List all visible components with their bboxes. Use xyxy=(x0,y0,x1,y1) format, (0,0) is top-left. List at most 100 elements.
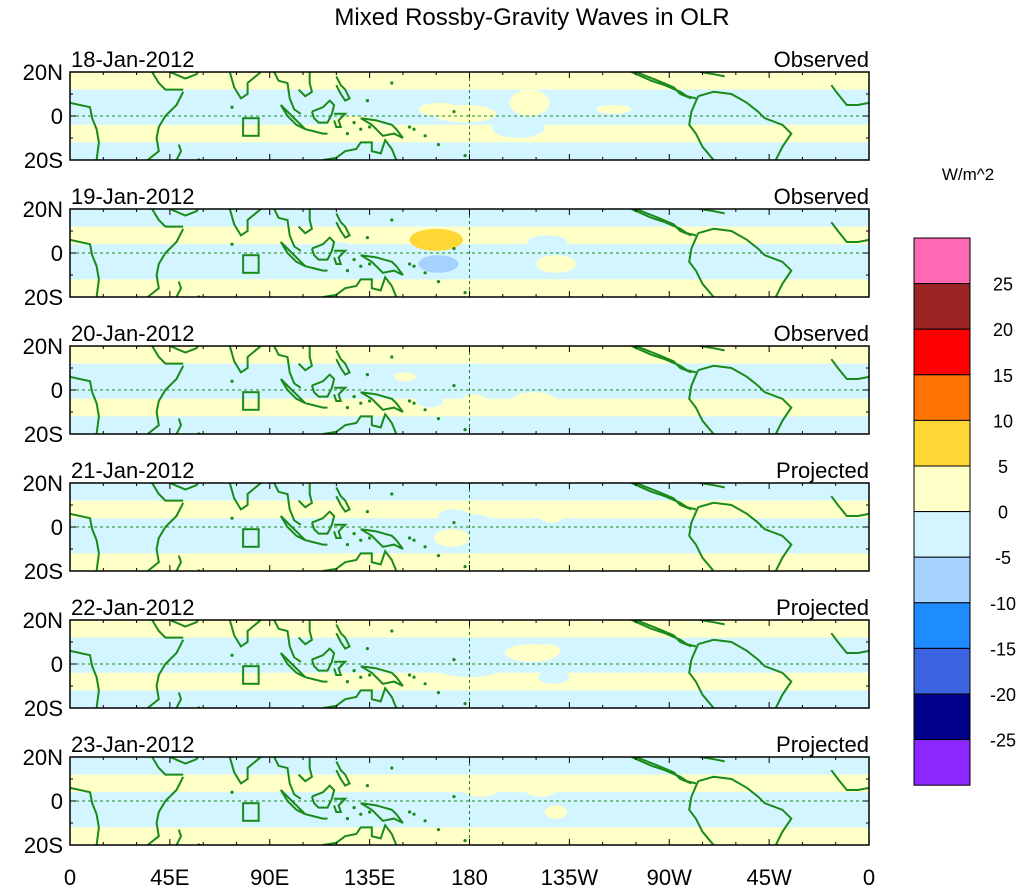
island xyxy=(352,806,356,810)
island xyxy=(368,125,372,129)
coastline xyxy=(697,501,793,571)
colorbar-tick-label: -15 xyxy=(990,639,1016,659)
coastline xyxy=(830,632,869,654)
coastline xyxy=(169,483,200,491)
island xyxy=(436,828,441,832)
lat-label: 0 xyxy=(51,652,63,677)
coastline xyxy=(322,412,398,434)
lat-label: 20S xyxy=(24,422,63,447)
anomaly-contour xyxy=(536,255,577,273)
coastline xyxy=(697,346,725,352)
coastline xyxy=(280,789,307,815)
coastline xyxy=(297,620,314,646)
coastline xyxy=(280,378,307,404)
colorbar-tick-label: 15 xyxy=(993,366,1013,386)
island xyxy=(463,428,467,432)
island xyxy=(345,132,350,136)
anomaly-contour xyxy=(533,644,561,658)
lat-label: 0 xyxy=(51,241,63,266)
island xyxy=(345,269,350,273)
island xyxy=(368,536,372,540)
island xyxy=(463,702,467,706)
island xyxy=(368,262,372,266)
coastline xyxy=(305,402,328,409)
island xyxy=(368,810,372,814)
coastline xyxy=(697,775,793,845)
lon-label: 0 xyxy=(863,865,875,890)
colorbar-tick-label: -5 xyxy=(995,548,1011,568)
island xyxy=(390,629,394,633)
coastline xyxy=(151,209,184,228)
coastline xyxy=(635,209,692,237)
panel-date: 23-Jan-2012 xyxy=(71,732,195,757)
island xyxy=(452,795,456,799)
colorbar-tick-label: 25 xyxy=(993,275,1013,295)
island xyxy=(345,406,350,410)
island xyxy=(452,521,456,525)
coastline xyxy=(305,128,328,135)
anomaly-contour xyxy=(544,805,568,819)
coastline xyxy=(697,364,793,434)
lat-label: 20N xyxy=(23,60,63,85)
coastline xyxy=(322,549,398,571)
coastline xyxy=(360,665,404,687)
coastline xyxy=(297,757,314,783)
lat-label: 0 xyxy=(51,378,63,403)
coastline xyxy=(151,620,184,639)
island xyxy=(390,355,394,359)
coastline xyxy=(333,797,348,813)
coastline xyxy=(360,391,404,413)
island xyxy=(412,401,416,405)
map-panel: 23-Jan-2012 Projected 20N 0 20S xyxy=(23,732,870,858)
island xyxy=(352,258,356,262)
island xyxy=(359,538,363,542)
island xyxy=(412,538,416,542)
island xyxy=(412,264,416,268)
island xyxy=(368,399,372,403)
coastline xyxy=(297,72,314,98)
lon-label: 45E xyxy=(150,865,189,890)
coastline xyxy=(169,620,200,628)
island xyxy=(359,264,363,268)
colorbar-swatch xyxy=(913,739,971,786)
coastline xyxy=(169,72,200,80)
colorbar-swatch xyxy=(913,693,971,741)
panel-status: Observed xyxy=(774,321,869,346)
coastline xyxy=(697,638,793,708)
lat-label: 20N xyxy=(23,471,63,496)
region-box xyxy=(242,117,260,137)
coastline xyxy=(360,254,404,276)
island xyxy=(390,766,394,770)
island xyxy=(452,247,456,251)
anomaly-contour xyxy=(431,809,459,819)
coastline xyxy=(635,483,692,511)
colorbar: 25 20 15 10 5 0 -5 -10 -15 -20 -25 xyxy=(913,237,1016,786)
coastline xyxy=(228,483,262,511)
panel-status: Projected xyxy=(776,732,869,757)
anomaly-contour xyxy=(458,646,486,656)
island xyxy=(365,784,370,788)
coastline xyxy=(147,639,185,708)
map-panel: 22-Jan-2012 Projected 20N 0 20S xyxy=(23,595,870,721)
colorbar-tick-label: 20 xyxy=(993,320,1013,340)
lon-label: 90W xyxy=(647,865,692,890)
colorbar-tick-label: 5 xyxy=(998,457,1008,477)
coastline xyxy=(280,104,307,130)
coastline xyxy=(335,349,351,376)
island xyxy=(365,373,370,377)
coastline xyxy=(310,99,336,124)
lat-label: 20S xyxy=(24,148,63,173)
coastline xyxy=(335,212,351,239)
coastline xyxy=(305,676,328,683)
island xyxy=(345,680,350,684)
anomaly-contour xyxy=(527,235,568,249)
island xyxy=(390,81,394,85)
coastline xyxy=(70,101,100,160)
island xyxy=(365,510,370,514)
island xyxy=(230,242,234,246)
island xyxy=(352,532,356,536)
coastline xyxy=(305,539,328,546)
coastline xyxy=(228,209,262,237)
lon-label: 0 xyxy=(64,865,76,890)
coastline xyxy=(279,378,306,405)
